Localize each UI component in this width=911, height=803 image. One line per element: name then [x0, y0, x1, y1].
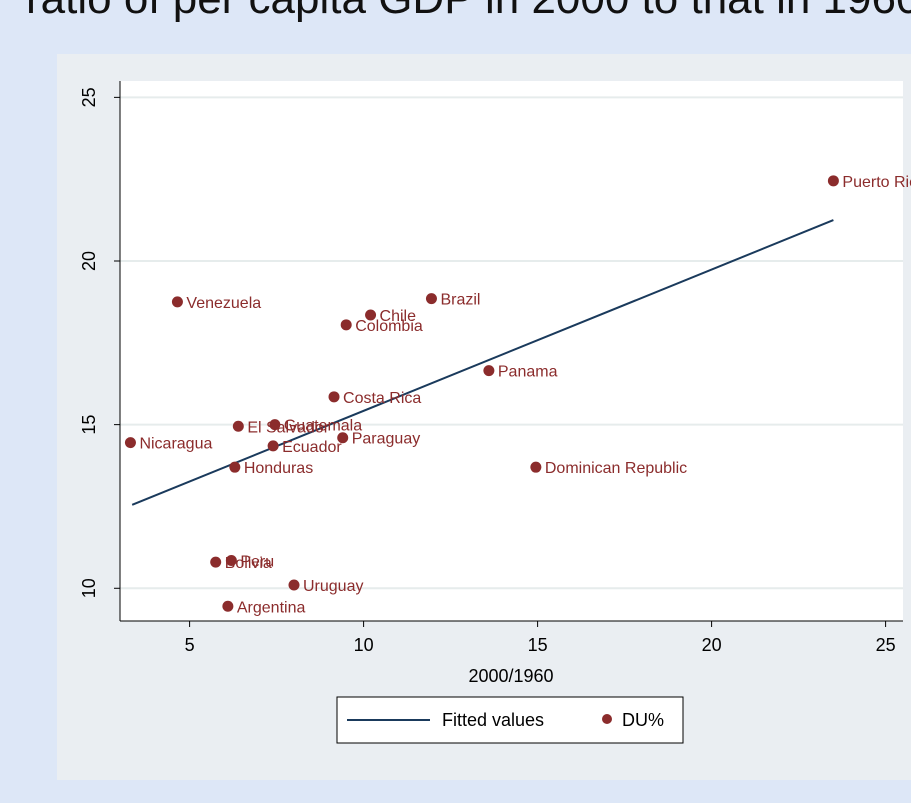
point-label: Ecuador	[282, 439, 342, 456]
data-point	[340, 319, 352, 331]
point-label: Guatemala	[284, 418, 362, 435]
data-point	[425, 293, 437, 305]
data-point	[124, 437, 136, 449]
point-label: Nicaragua	[139, 436, 212, 453]
point-label: Costa Rica	[343, 390, 421, 407]
data-point	[225, 554, 237, 566]
data-point	[288, 579, 300, 591]
x-tick-label: 25	[876, 635, 896, 655]
data-point	[210, 556, 222, 568]
point-label: Uruguay	[303, 578, 363, 595]
point-label: Honduras	[244, 460, 313, 477]
data-point	[483, 365, 495, 377]
gridlines	[120, 96, 903, 590]
x-tick-label: 5	[185, 635, 195, 655]
point-label: Colombia	[355, 318, 423, 335]
x-axis-title: 2000/1960	[468, 666, 553, 686]
legend-point-swatch	[602, 714, 612, 724]
y-tick-label: 25	[79, 87, 99, 107]
scatter-chart: 5 10 15 20 25 10 15 20 25 Puerto Rico Venezuela B…	[79, 81, 911, 744]
legend-fitted-label: Fitted values	[442, 710, 544, 730]
chart-panel: 5 10 15 20 25 10 15 20 25 Puerto Rico Venezuela B…	[57, 54, 911, 780]
data-point	[222, 600, 234, 612]
x-tick-label: 15	[528, 635, 548, 655]
data-point	[328, 391, 340, 403]
x-tick-label: 20	[702, 635, 722, 655]
legend: Fitted values DU%	[336, 696, 684, 744]
data-point	[267, 440, 279, 452]
point-label: Puerto Rico	[842, 174, 911, 191]
legend-points-label: DU%	[622, 710, 664, 730]
data-point	[171, 296, 183, 308]
x-ticks: 5 10 15 20 25	[185, 621, 896, 655]
data-point	[365, 309, 377, 321]
point-label: Dominican Republic	[545, 460, 687, 477]
fitted-line-group	[131, 219, 834, 506]
data-point	[530, 461, 542, 473]
y-tick-label: 20	[79, 251, 99, 271]
data-point	[337, 432, 349, 444]
x-tick-label: 10	[354, 635, 374, 655]
y-ticks: 10 15 20 25	[79, 87, 120, 598]
data-point	[827, 175, 839, 187]
point-label: Venezuela	[186, 295, 261, 312]
data-point	[269, 419, 281, 431]
point-label: Chile	[380, 308, 417, 325]
point-label: Paraguay	[352, 431, 421, 448]
point-label: Panama	[498, 364, 558, 381]
fitted-line	[131, 219, 834, 506]
slide-title: ratio of per capita GDP in 2000 to that …	[26, 0, 911, 24]
data-point	[232, 420, 244, 432]
y-tick-label: 10	[79, 578, 99, 598]
point-label: Brazil	[440, 292, 480, 309]
point-label: Argentina	[237, 599, 306, 616]
y-tick-label: 15	[79, 415, 99, 435]
data-point	[229, 461, 241, 473]
point-label: El Salvador	[247, 419, 329, 436]
axes	[119, 81, 903, 622]
point-label: Peru	[240, 553, 274, 570]
